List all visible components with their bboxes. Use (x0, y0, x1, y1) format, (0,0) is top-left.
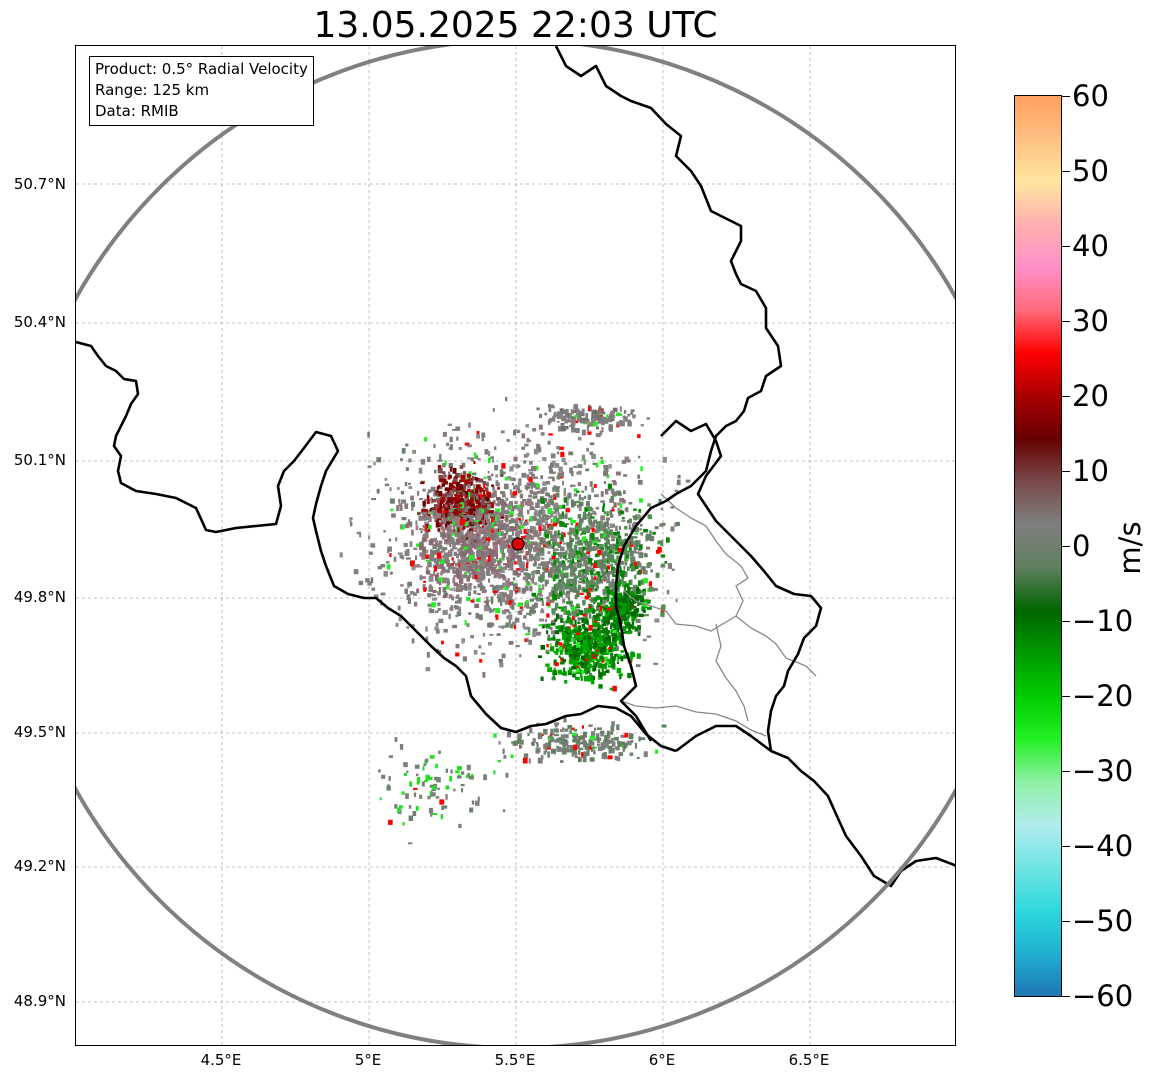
cbar-tick-50 (1062, 171, 1070, 172)
cbar-label-0: 0 (1072, 529, 1091, 563)
colorbar-gradient (1015, 96, 1061, 996)
border-belgium-france-west (76, 340, 677, 753)
cbar-tick-20 (1062, 396, 1070, 397)
colorbar-fill (1015, 96, 1061, 996)
cbar-label-neg30: −30 (1072, 754, 1134, 788)
cbar-label-20: 20 (1072, 379, 1109, 413)
lon-label-4-5: 4.5°E (200, 1051, 242, 1069)
border-germany-france-east (675, 724, 955, 888)
info-range: Range: 125 km (95, 81, 210, 99)
cbar-tick-10 (1062, 471, 1070, 472)
graticule (76, 46, 955, 1045)
cbar-label-30: 30 (1072, 304, 1109, 338)
cbar-label-40: 40 (1072, 229, 1109, 263)
province-border-lux-south (620, 700, 767, 737)
cbar-tick-neg20 (1062, 696, 1070, 697)
cbar-label-neg10: −10 (1072, 604, 1134, 638)
info-product: Product: 0.5° Radial Velocity (95, 60, 308, 78)
cbar-label-neg50: −50 (1072, 904, 1134, 938)
lon-label-5-5: 5.5°E (494, 1051, 536, 1069)
lat-label-49-5: 49.5°N (13, 723, 66, 741)
cbar-label-neg20: −20 (1072, 679, 1134, 713)
cbar-label-10: 10 (1072, 454, 1109, 488)
velocity-colorbar (1014, 95, 1062, 997)
map-canvas (76, 46, 955, 1045)
border-belgium-germany (554, 46, 783, 742)
cbar-tick-neg10 (1062, 621, 1070, 622)
province-border-lux-north (660, 493, 817, 677)
lat-label-50-7: 50.7°N (13, 175, 66, 193)
lat-label-49-8: 49.8°N (13, 588, 66, 606)
radar-echoes (339, 396, 691, 845)
province-border-lux-mid (623, 590, 737, 632)
lat-label-49-2: 49.2°N (13, 857, 66, 875)
radar-site-marker[interactable] (511, 537, 525, 551)
lon-label-6-5: 6.5°E (788, 1051, 830, 1069)
cbar-tick-neg60 (1062, 996, 1070, 997)
cbar-label-60: 60 (1072, 79, 1109, 113)
cbar-tick-0 (1062, 546, 1070, 547)
border-luxembourg-germany (660, 419, 823, 752)
province-borders (620, 493, 817, 737)
lat-label-50-4: 50.4°N (13, 313, 66, 331)
cbar-tick-neg50 (1062, 921, 1070, 922)
colorbar-unit-label: m/s (1113, 521, 1147, 575)
cbar-label-50: 50 (1072, 154, 1109, 188)
lat-label-50-1: 50.1°N (13, 451, 66, 469)
lat-label-48-9: 48.9°N (13, 992, 66, 1010)
cbar-tick-30 (1062, 321, 1070, 322)
province-border-lux-east (715, 623, 749, 722)
cbar-label-neg60: −60 (1072, 979, 1134, 1013)
product-info-box: Product: 0.5° Radial Velocity Range: 125… (89, 56, 314, 126)
cbar-label-neg40: −40 (1072, 829, 1134, 863)
radar-map[interactable] (75, 45, 956, 1046)
cbar-tick-neg40 (1062, 846, 1070, 847)
cbar-tick-neg30 (1062, 771, 1070, 772)
lon-label-6: 6°E (648, 1051, 676, 1069)
info-data-source: Data: RMIB (95, 102, 179, 120)
lon-label-5: 5°E (354, 1051, 382, 1069)
cbar-tick-60 (1062, 96, 1070, 97)
chart-title: 13.05.2025 22:03 UTC (313, 5, 718, 46)
cbar-tick-40 (1062, 246, 1070, 247)
